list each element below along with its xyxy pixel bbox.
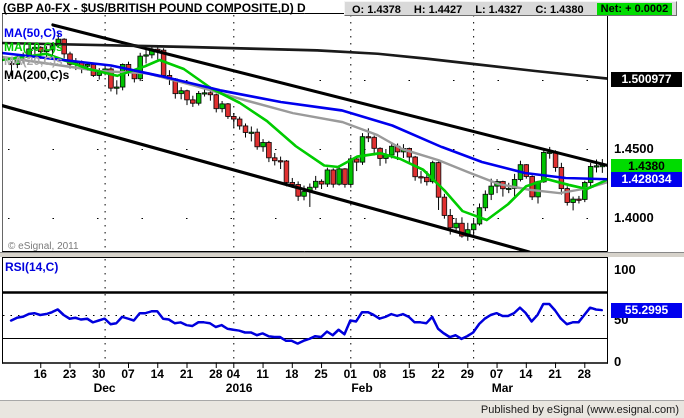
x-tick-label: 29: [460, 367, 474, 381]
x-month-label-Dec: Dec: [93, 381, 116, 395]
x-tick-label: 14: [519, 367, 533, 381]
quote-field-c: C: 1.4380: [535, 3, 584, 16]
x-tick-label: 22: [431, 367, 445, 381]
x-month-label-Mar: Mar: [491, 381, 514, 395]
x-tick-label: 07: [489, 367, 504, 381]
x-tick-label: 15: [402, 367, 416, 381]
x-tick-label: 25: [314, 367, 328, 381]
x-month-label-2016: 2016: [225, 381, 253, 395]
x-tick-label: 23: [62, 367, 77, 381]
rsi-legend-label: RSI(14,C): [5, 260, 59, 274]
y-tick-label-1.4000: 1.4000: [614, 210, 654, 225]
net-badge: Net: + 0.0002: [596, 2, 673, 15]
title-bar: (GBP A0-FX - $US/BRITISH POUND COMPOSITE…: [0, 0, 684, 18]
quote-box: O: 1.4378 H: 1.4427 L: 1.4327 C: 1.4380 Net…: [344, 0, 678, 18]
rsi-chart-canvas[interactable]: [2, 257, 608, 368]
quote-field-l: L: 1.4327: [475, 3, 523, 16]
ma200-value-badge: 1.500977: [611, 71, 682, 87]
quote-field-h: H: 1.4427: [413, 3, 463, 16]
ma-legend-label-1: MA(10,C)s: [4, 40, 63, 54]
x-tick-label: 21: [179, 367, 194, 381]
x-tick-label: 21: [548, 367, 562, 381]
x-tick-label: 11: [256, 367, 269, 381]
x-month-label-Feb: Feb: [351, 381, 373, 395]
x-tick-label: 07: [121, 367, 135, 381]
copyright-watermark: © eSignal, 2011: [8, 241, 79, 252]
x-tick-label: 01: [343, 367, 357, 381]
price-chart-canvas[interactable]: [2, 13, 608, 252]
ma-value-badge: 1.428034: [611, 172, 682, 188]
status-bar: Published by eSignal (www.esignal.com): [0, 400, 684, 418]
ma-legend-label-0: MA(50,C)s: [4, 26, 63, 40]
x-tick-label: 28: [209, 367, 223, 381]
panel-divider[interactable]: [0, 252, 684, 257]
x-tick-label: 08: [372, 367, 387, 381]
rsi-tick-label-0: 0: [614, 354, 622, 369]
ma-legend-label-2: MA(20,C)s: [4, 54, 63, 68]
x-tick-label: 28: [577, 367, 591, 381]
x-tick-label: 18: [285, 367, 299, 381]
quote-fields: O: 1.4378 H: 1.4427 L: 1.4327 C: 1.4380: [352, 0, 597, 18]
x-tick-label: 16: [33, 367, 47, 381]
rsi-tick-label-100: 100: [614, 262, 636, 277]
rsi-value-badge: 55.2995: [611, 303, 682, 319]
ma-legend-label-3: MA(200,C)s: [4, 68, 70, 82]
x-tick-label: 04: [226, 367, 240, 381]
publisher-note: Published by eSignal (www.esignal.com): [480, 403, 679, 416]
x-tick-label: 14: [150, 367, 164, 381]
chart-title: (GBP A0-FX - $US/BRITISH POUND COMPOSITE…: [3, 1, 306, 15]
y-tick-label-1.4500: 1.4500: [614, 141, 654, 156]
quote-field-o: O: 1.4378: [352, 3, 401, 16]
x-tick-label: 30: [92, 367, 106, 381]
last-price-badge: 1.4380: [611, 158, 682, 174]
